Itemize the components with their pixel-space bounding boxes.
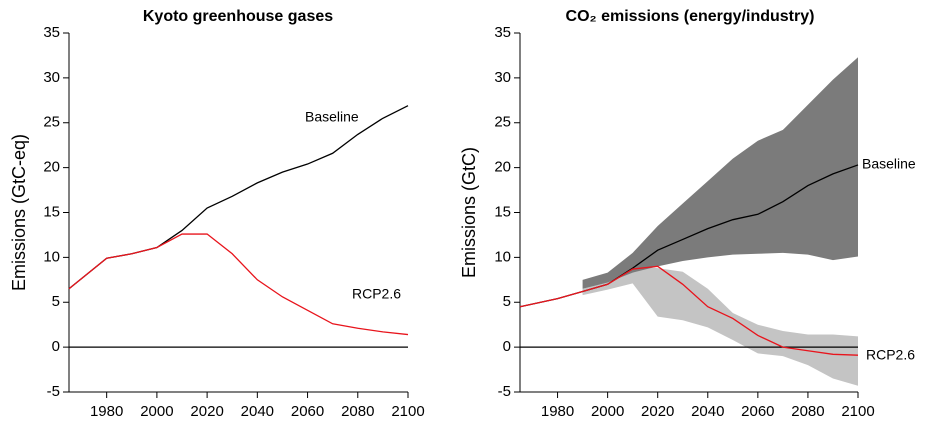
x-tick-label: 2020 xyxy=(641,403,674,420)
series-label: RCP2.6 xyxy=(352,286,401,302)
x-tick-label: 2020 xyxy=(190,403,223,420)
y-axis-label: Emissions (GtC) xyxy=(459,147,479,278)
y-tick-label: 0 xyxy=(52,338,60,355)
series-label: Baseline xyxy=(862,156,916,172)
chart: Kyoto greenhouse gases Emissions (GtC-eq)… xyxy=(9,8,425,420)
y-tick-label: -5 xyxy=(498,383,511,400)
series-label: RCP2.6 xyxy=(866,347,915,363)
y-tick-label: 35 xyxy=(43,24,60,41)
y-tick-label: 25 xyxy=(43,114,60,131)
y-tick-label: 25 xyxy=(494,114,511,131)
y-tick-label: 15 xyxy=(494,203,511,220)
x-tick-label: 2040 xyxy=(241,403,274,420)
chart: CO₂ emissions (energy/industry) Emissions… xyxy=(459,8,916,420)
series-line xyxy=(519,265,859,356)
y-tick-label: -5 xyxy=(47,383,60,400)
y-tick-label: 15 xyxy=(43,203,60,220)
x-tick-label: 1980 xyxy=(541,403,574,420)
chart-title: CO₂ emissions (energy/industry) xyxy=(566,8,815,25)
range-band xyxy=(582,57,858,289)
x-tick-label: 2000 xyxy=(591,403,624,420)
x-tick-label: 2100 xyxy=(841,403,874,420)
y-axis-label: Emissions (GtC-eq) xyxy=(9,134,29,291)
y-tick-label: 35 xyxy=(494,24,511,41)
y-tick-label: 10 xyxy=(494,248,511,265)
y-tick-label: 30 xyxy=(43,69,60,86)
y-tick-label: 30 xyxy=(494,69,511,86)
series-line xyxy=(68,105,409,290)
y-tick-label: 5 xyxy=(503,293,511,310)
x-tick-label: 1980 xyxy=(90,403,123,420)
y-tick-label: 5 xyxy=(52,293,60,310)
y-tick-label: 20 xyxy=(494,159,511,176)
series-line xyxy=(68,233,409,336)
y-tick-label: 10 xyxy=(43,248,60,265)
series-label: Baseline xyxy=(305,109,359,125)
x-tick-label: 2060 xyxy=(741,403,774,420)
x-tick-label: 2060 xyxy=(291,403,324,420)
x-tick-label: 2000 xyxy=(140,403,173,420)
chart-title: Kyoto greenhouse gases xyxy=(143,8,333,25)
x-tick-label: 2040 xyxy=(691,403,724,420)
range-band xyxy=(582,266,858,386)
y-tick-label: 0 xyxy=(503,338,511,355)
x-tick-label: 2080 xyxy=(341,403,374,420)
x-tick-label: 2080 xyxy=(791,403,824,420)
y-tick-label: 20 xyxy=(43,159,60,176)
x-tick-label: 2100 xyxy=(391,403,424,420)
